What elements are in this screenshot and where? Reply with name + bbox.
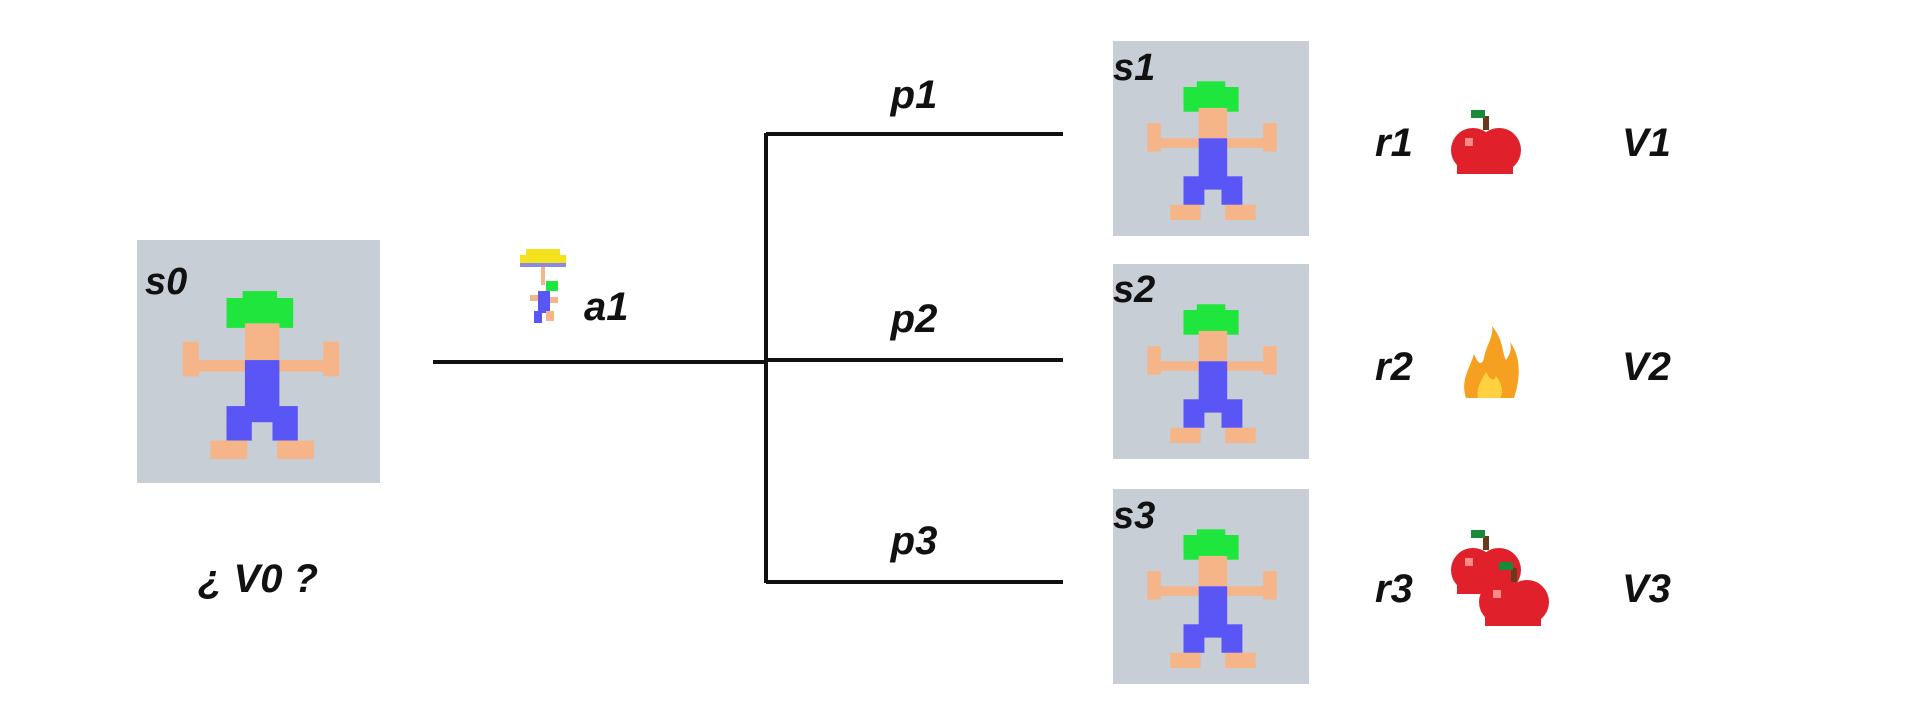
reward-label-r3: r3: [1375, 567, 1413, 611]
state-s0: s0: [137, 240, 380, 483]
two-apples-icon: [1451, 530, 1549, 626]
value-label-v2: V2: [1622, 345, 1671, 389]
prob-label-p2: p2: [890, 297, 938, 341]
fire-icon: [1464, 326, 1519, 398]
value-label-v3: V3: [1622, 567, 1671, 611]
state-label-s0: s0: [145, 261, 187, 303]
state-s1: s1: [1113, 41, 1309, 236]
value-label-v1: V1: [1622, 121, 1671, 165]
apple-icon: [1451, 110, 1521, 174]
value-question: ¿ V0 ?: [198, 557, 318, 601]
umbrella-character-icon: [520, 249, 566, 323]
prob-label-p1: p1: [890, 73, 938, 117]
state-label-s2: s2: [1113, 269, 1155, 311]
transition-lines: [433, 132, 1063, 584]
state-s2: s2: [1113, 264, 1309, 459]
reward-label-r2: r2: [1375, 345, 1413, 389]
prob-label-p3: p3: [890, 519, 938, 563]
state-label-s3: s3: [1113, 495, 1155, 537]
state-label-s1: s1: [1113, 47, 1155, 89]
reward-label-r1: r1: [1375, 121, 1413, 165]
state-s3: s3: [1113, 489, 1309, 684]
action-label-a1: a1: [584, 285, 629, 329]
